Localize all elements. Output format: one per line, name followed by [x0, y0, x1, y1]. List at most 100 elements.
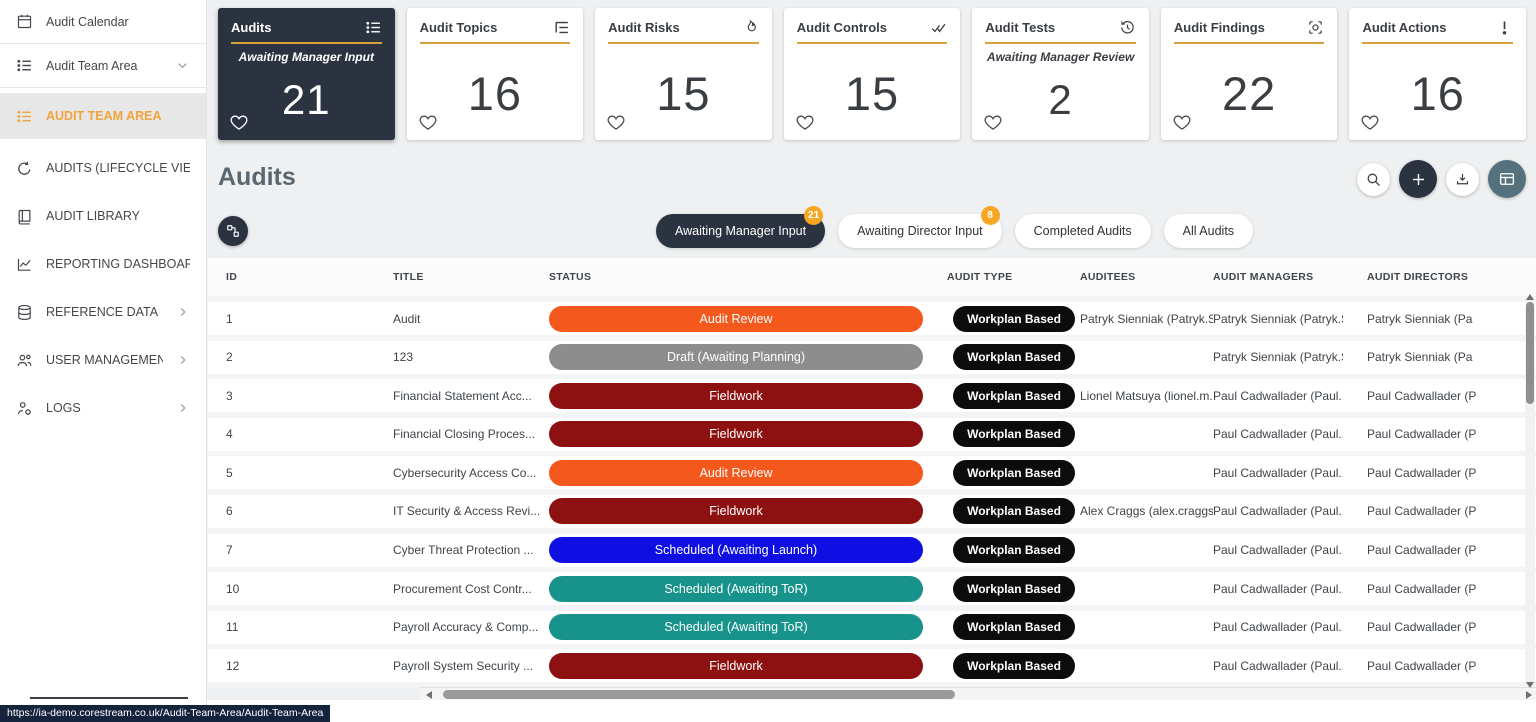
cell-audit-managers: Paul Cadwallader (Paul.... — [1213, 620, 1343, 635]
workflow-button[interactable] — [218, 216, 248, 246]
table-row[interactable]: 12 Payroll System Security ... Fieldwork… — [208, 649, 1536, 683]
table-row[interactable]: 10 Procurement Cost Contr... Scheduled (… — [208, 572, 1536, 606]
download-icon — [1454, 171, 1471, 188]
column-header-audit-type[interactable]: AUDIT TYPE — [947, 271, 1013, 283]
card-audit-controls[interactable]: Audit Controls 15 — [783, 8, 961, 140]
filter-awaiting-director-input[interactable]: Awaiting Director Input 8 — [838, 206, 1002, 248]
workflow-icon — [226, 224, 240, 238]
table-view-button[interactable] — [1488, 160, 1526, 198]
status-badge: Scheduled (Awaiting Launch) — [549, 537, 923, 564]
table-row[interactable]: 7 Cyber Threat Protection ... Scheduled … — [208, 533, 1536, 567]
column-header-auditees[interactable]: AUDITEES — [1080, 271, 1136, 283]
sidebar-item-label: LOGS — [46, 401, 81, 415]
cell-status: Audit Review — [549, 305, 947, 332]
sidebar-item-audit-team-area[interactable]: AUDIT TEAM AREA — [0, 93, 206, 139]
status-badge: Fieldwork — [549, 652, 923, 679]
column-header-audit-directors[interactable]: AUDIT DIRECTORS — [1367, 271, 1469, 283]
filter-completed-audits[interactable]: Completed Audits — [1014, 214, 1151, 248]
cell-id: 12 — [226, 658, 240, 673]
cell-status: Fieldwork — [549, 498, 947, 525]
column-header-title[interactable]: TITLE — [393, 271, 424, 283]
cell-title: Payroll Accuracy & Comp... — [393, 620, 539, 635]
heart-icon[interactable] — [795, 112, 815, 132]
card-audit-tests[interactable]: Audit Tests Awaiting Manager Review 2 — [972, 8, 1149, 140]
card-accent-rule — [231, 42, 382, 44]
sidebar-item-audit-calendar[interactable]: Audit Calendar — [0, 0, 206, 44]
sidebar-item-reporting-dashboard[interactable]: REPORTING DASHBOARD — [0, 240, 206, 288]
card-audits[interactable]: Audits Awaiting Manager Input 21 — [218, 8, 395, 140]
card-audit-risks[interactable]: Audit Risks 15 — [595, 8, 772, 140]
cell-id: 2 — [226, 350, 233, 365]
audit-type-badge: Workplan Based — [953, 575, 1075, 602]
scroll-down-arrow[interactable] — [1526, 682, 1534, 688]
download-button[interactable] — [1446, 162, 1479, 196]
list-icon — [16, 57, 33, 74]
cell-id: 1 — [226, 311, 233, 326]
heart-icon[interactable] — [983, 112, 1003, 132]
scroll-up-arrow[interactable] — [1526, 294, 1534, 300]
cell-auditees: Lionel Matsuya (lionel.m... — [1080, 388, 1213, 403]
search-button[interactable] — [1357, 162, 1390, 196]
table-view-icon — [1498, 170, 1516, 188]
heart-icon[interactable] — [606, 112, 626, 132]
card-value: 16 — [1410, 66, 1465, 120]
audit-type-badge: Workplan Based — [953, 537, 1075, 564]
sidebar-item-user-management[interactable]: USER MANAGEMENT — [0, 336, 206, 384]
vertical-scroll-thumb[interactable] — [1526, 302, 1534, 404]
sidebar-item-audit-library[interactable]: AUDIT LIBRARY — [0, 192, 206, 240]
horizontal-scroll-thumb[interactable] — [443, 690, 955, 699]
heart-icon[interactable] — [418, 112, 438, 132]
column-header-status[interactable]: STATUS — [549, 271, 592, 283]
column-header-audit-managers[interactable]: AUDIT MANAGERS — [1213, 271, 1314, 283]
scroll-right-arrow[interactable] — [1526, 691, 1532, 699]
sidebar-item-logs[interactable]: LOGS — [0, 384, 206, 432]
sidebar-item-label: AUDITS (LIFECYCLE VIEW) — [46, 161, 190, 175]
cell-status: Fieldwork — [549, 421, 947, 448]
page-title: Audits — [218, 163, 296, 191]
cell-audit-directors: Paul Cadwallader (P — [1367, 620, 1477, 635]
sidebar-item-audit-team-area-group[interactable]: Audit Team Area — [0, 44, 206, 88]
table-row[interactable]: 3 Financial Statement Acc... Fieldwork W… — [208, 379, 1536, 413]
cell-title: Financial Statement Acc... — [393, 388, 532, 403]
add-button[interactable] — [1399, 160, 1437, 198]
plus-icon — [1409, 170, 1428, 189]
table-row[interactable]: 6 IT Security & Access Revi... Fieldwork… — [208, 494, 1536, 528]
heart-icon[interactable] — [229, 112, 249, 132]
cell-title: Payroll System Security ... — [393, 658, 534, 673]
table-row[interactable]: 5 Cybersecurity Access Co... Audit Revie… — [208, 456, 1536, 490]
heart-icon[interactable] — [1360, 112, 1380, 132]
fire-icon — [742, 19, 759, 36]
column-header-id[interactable]: ID — [226, 271, 238, 283]
filter-all-audits[interactable]: All Audits — [1163, 214, 1254, 248]
cell-audit-managers: Paul Cadwallader (Paul.... — [1213, 581, 1343, 596]
audit-type-badge: Workplan Based — [953, 498, 1075, 525]
heart-icon[interactable] — [1172, 112, 1192, 132]
vertical-scrollbar[interactable] — [1525, 294, 1535, 688]
cell-audit-type: Workplan Based — [947, 652, 1080, 679]
cell-id: 7 — [226, 543, 233, 558]
table-row[interactable]: 11 Payroll Accuracy & Comp... Scheduled … — [208, 610, 1536, 644]
card-audit-findings[interactable]: Audit Findings 22 — [1160, 8, 1338, 140]
card-value: 15 — [844, 66, 900, 120]
summary-cards: Audits Awaiting Manager Input 21 Audit T… — [218, 8, 1527, 140]
card-audit-actions[interactable]: Audit Actions 16 — [1349, 8, 1527, 140]
list-icon — [365, 19, 382, 36]
sidebar-item-label: USER MANAGEMENT — [46, 353, 163, 367]
sidebar-item-audits-lifecycle-view[interactable]: AUDITS (LIFECYCLE VIEW) — [0, 144, 206, 192]
scroll-left-arrow[interactable] — [426, 691, 432, 699]
filter-count-badge: 21 — [804, 206, 824, 225]
sidebar-item-reference-data[interactable]: REFERENCE DATA — [0, 288, 206, 336]
card-value: 22 — [1222, 66, 1277, 120]
card-accent-rule — [1173, 42, 1325, 44]
sidebar-item-label: Audit Team Area — [46, 58, 138, 73]
chevron-right-icon — [176, 353, 190, 367]
table-row[interactable]: 1 Audit Audit Review Workplan Based Patr… — [208, 302, 1536, 335]
table-row[interactable]: 4 Financial Closing Proces... Fieldwork … — [208, 417, 1536, 451]
cell-status: Fieldwork — [549, 652, 947, 679]
filter-awaiting-manager-input[interactable]: Awaiting Manager Input 21 — [656, 206, 826, 248]
table-row[interactable]: 2 123 Draft (Awaiting Planning) Workplan… — [208, 340, 1536, 374]
card-subtitle: Awaiting Manager Review — [986, 50, 1135, 64]
card-audit-topics[interactable]: Audit Topics 16 — [406, 8, 584, 140]
horizontal-scrollbar[interactable] — [420, 687, 1536, 700]
cell-audit-managers: Paul Cadwallader (Paul.... — [1213, 658, 1343, 673]
